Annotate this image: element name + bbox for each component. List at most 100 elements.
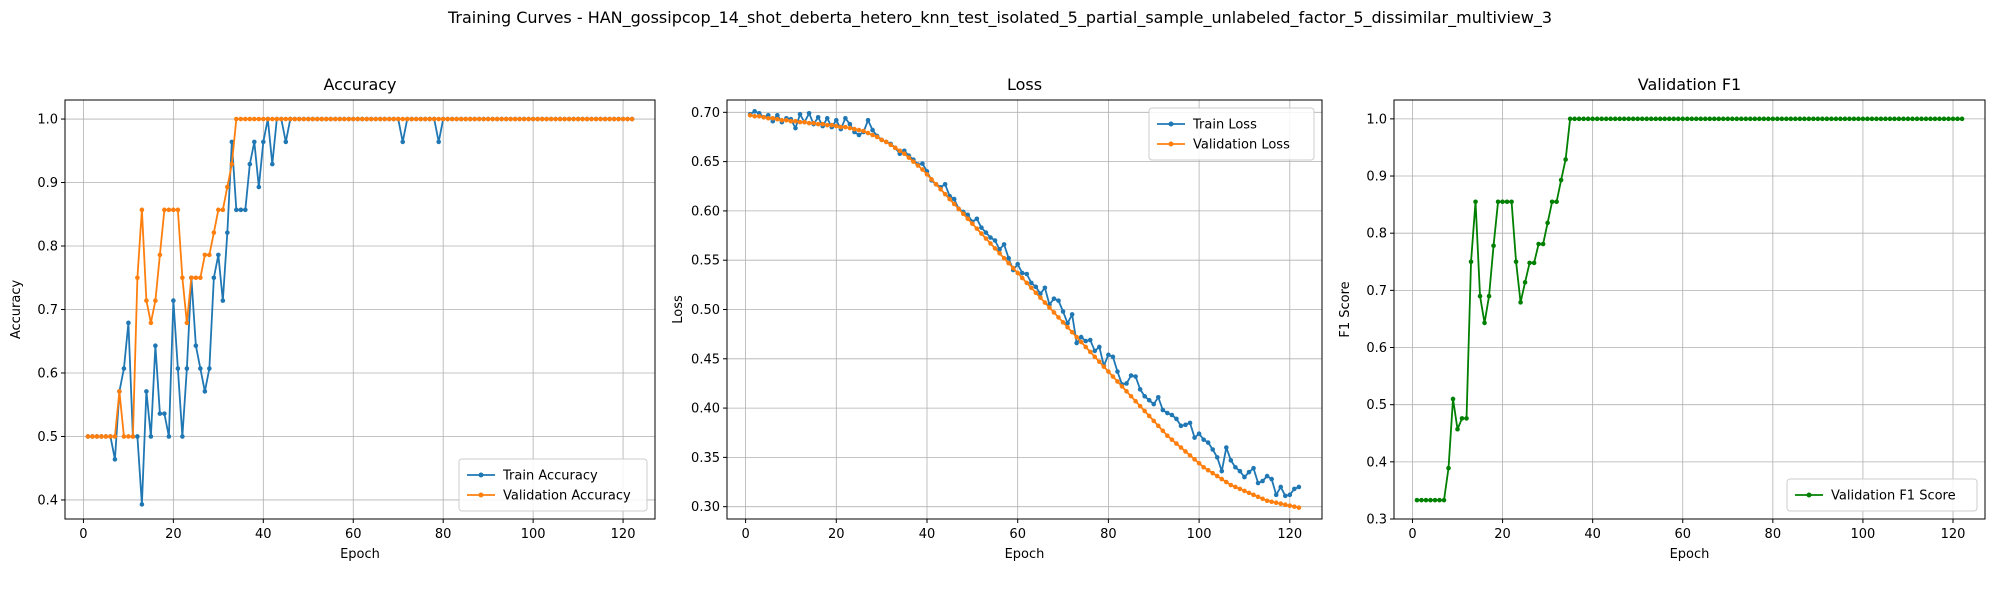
data-point <box>571 116 576 122</box>
data-point <box>319 116 325 122</box>
data-point <box>756 113 762 119</box>
data-point <box>1169 412 1175 418</box>
data-point <box>906 155 912 160</box>
data-point <box>1450 396 1456 402</box>
data-point <box>157 411 163 416</box>
data-point <box>220 298 226 303</box>
data-point <box>1214 473 1220 479</box>
data-point <box>1950 116 1956 122</box>
data-point <box>1671 116 1677 122</box>
data-point <box>229 161 235 167</box>
data-point <box>198 275 203 281</box>
data-point <box>997 251 1002 256</box>
y-tick-label: 0.60 <box>691 204 720 219</box>
data-point <box>499 116 504 122</box>
data-point <box>422 116 428 122</box>
legend: Train Loss Validation Loss <box>1148 107 1315 161</box>
y-axis-label: Accuracy <box>9 280 24 340</box>
data-point <box>198 366 203 371</box>
data-point <box>90 434 95 439</box>
data-point <box>1069 329 1075 335</box>
data-point <box>1414 497 1420 503</box>
x-tick-label: 60 <box>1009 527 1026 542</box>
data-point <box>1581 116 1586 122</box>
data-point <box>1260 478 1265 484</box>
data-point <box>481 116 486 122</box>
data-point <box>988 241 993 246</box>
data-point <box>974 216 980 222</box>
data-point <box>1160 407 1166 413</box>
data-point <box>1224 445 1229 450</box>
data-point <box>1219 468 1225 474</box>
y-tick-label: 0.9 <box>37 176 58 191</box>
data-point <box>1047 305 1052 310</box>
data-point <box>1246 490 1252 496</box>
data-point <box>1178 445 1184 450</box>
data-point <box>1133 398 1138 404</box>
data-point <box>1689 116 1695 122</box>
data-point <box>1255 494 1261 500</box>
data-point <box>130 434 136 439</box>
data-point <box>970 221 975 227</box>
data-point <box>1178 423 1184 429</box>
data-point <box>815 121 821 127</box>
data-point <box>1187 420 1193 426</box>
x-tick-label: 40 <box>919 527 936 542</box>
data-point <box>1001 242 1007 247</box>
data-point <box>108 434 113 439</box>
data-point <box>153 343 158 348</box>
data-point <box>775 112 780 118</box>
data-point <box>332 116 338 122</box>
data-point <box>256 184 262 190</box>
data-point <box>1228 482 1234 488</box>
data-point <box>847 125 853 131</box>
data-point <box>1851 116 1857 122</box>
data-point <box>888 142 894 148</box>
data-point <box>337 116 343 122</box>
data-point <box>1626 116 1631 122</box>
data-point <box>508 116 513 122</box>
data-point <box>1151 418 1157 424</box>
data-point <box>485 116 491 122</box>
data-point <box>463 116 468 122</box>
data-point <box>1242 474 1247 480</box>
data-point <box>256 116 262 122</box>
data-point <box>1282 493 1288 499</box>
series-line-validation-loss <box>749 114 1300 509</box>
data-point <box>815 114 821 120</box>
data-point <box>234 116 239 122</box>
data-point <box>341 116 347 122</box>
data-point <box>1010 265 1016 271</box>
data-point <box>1224 479 1229 485</box>
data-point <box>553 116 558 122</box>
data-point <box>988 235 993 240</box>
data-point <box>1748 116 1753 122</box>
y-tick-label: 0.5 <box>1366 398 1387 413</box>
data-point <box>503 116 509 122</box>
data-point <box>126 320 131 326</box>
y-tick-label: 0.50 <box>691 303 720 318</box>
y-tick-label: 0.9 <box>1366 170 1387 185</box>
data-point <box>1065 321 1070 326</box>
data-point <box>517 116 522 122</box>
y-tick-label: 0.3 <box>1366 513 1387 528</box>
data-point <box>373 116 379 122</box>
data-point <box>413 116 419 122</box>
data-point <box>806 111 812 116</box>
data-point <box>1905 116 1911 122</box>
legend-marker <box>1168 141 1174 147</box>
data-point <box>1734 116 1740 122</box>
data-point <box>530 116 536 122</box>
data-point <box>833 117 839 123</box>
data-point <box>1635 116 1640 122</box>
data-point <box>494 116 500 122</box>
data-point <box>283 116 289 122</box>
data-point <box>346 116 352 122</box>
data-point <box>314 116 320 122</box>
data-point <box>139 502 145 507</box>
data-point <box>1630 116 1636 122</box>
data-point <box>1169 437 1175 442</box>
data-point <box>283 139 289 145</box>
data-point <box>1423 497 1429 503</box>
